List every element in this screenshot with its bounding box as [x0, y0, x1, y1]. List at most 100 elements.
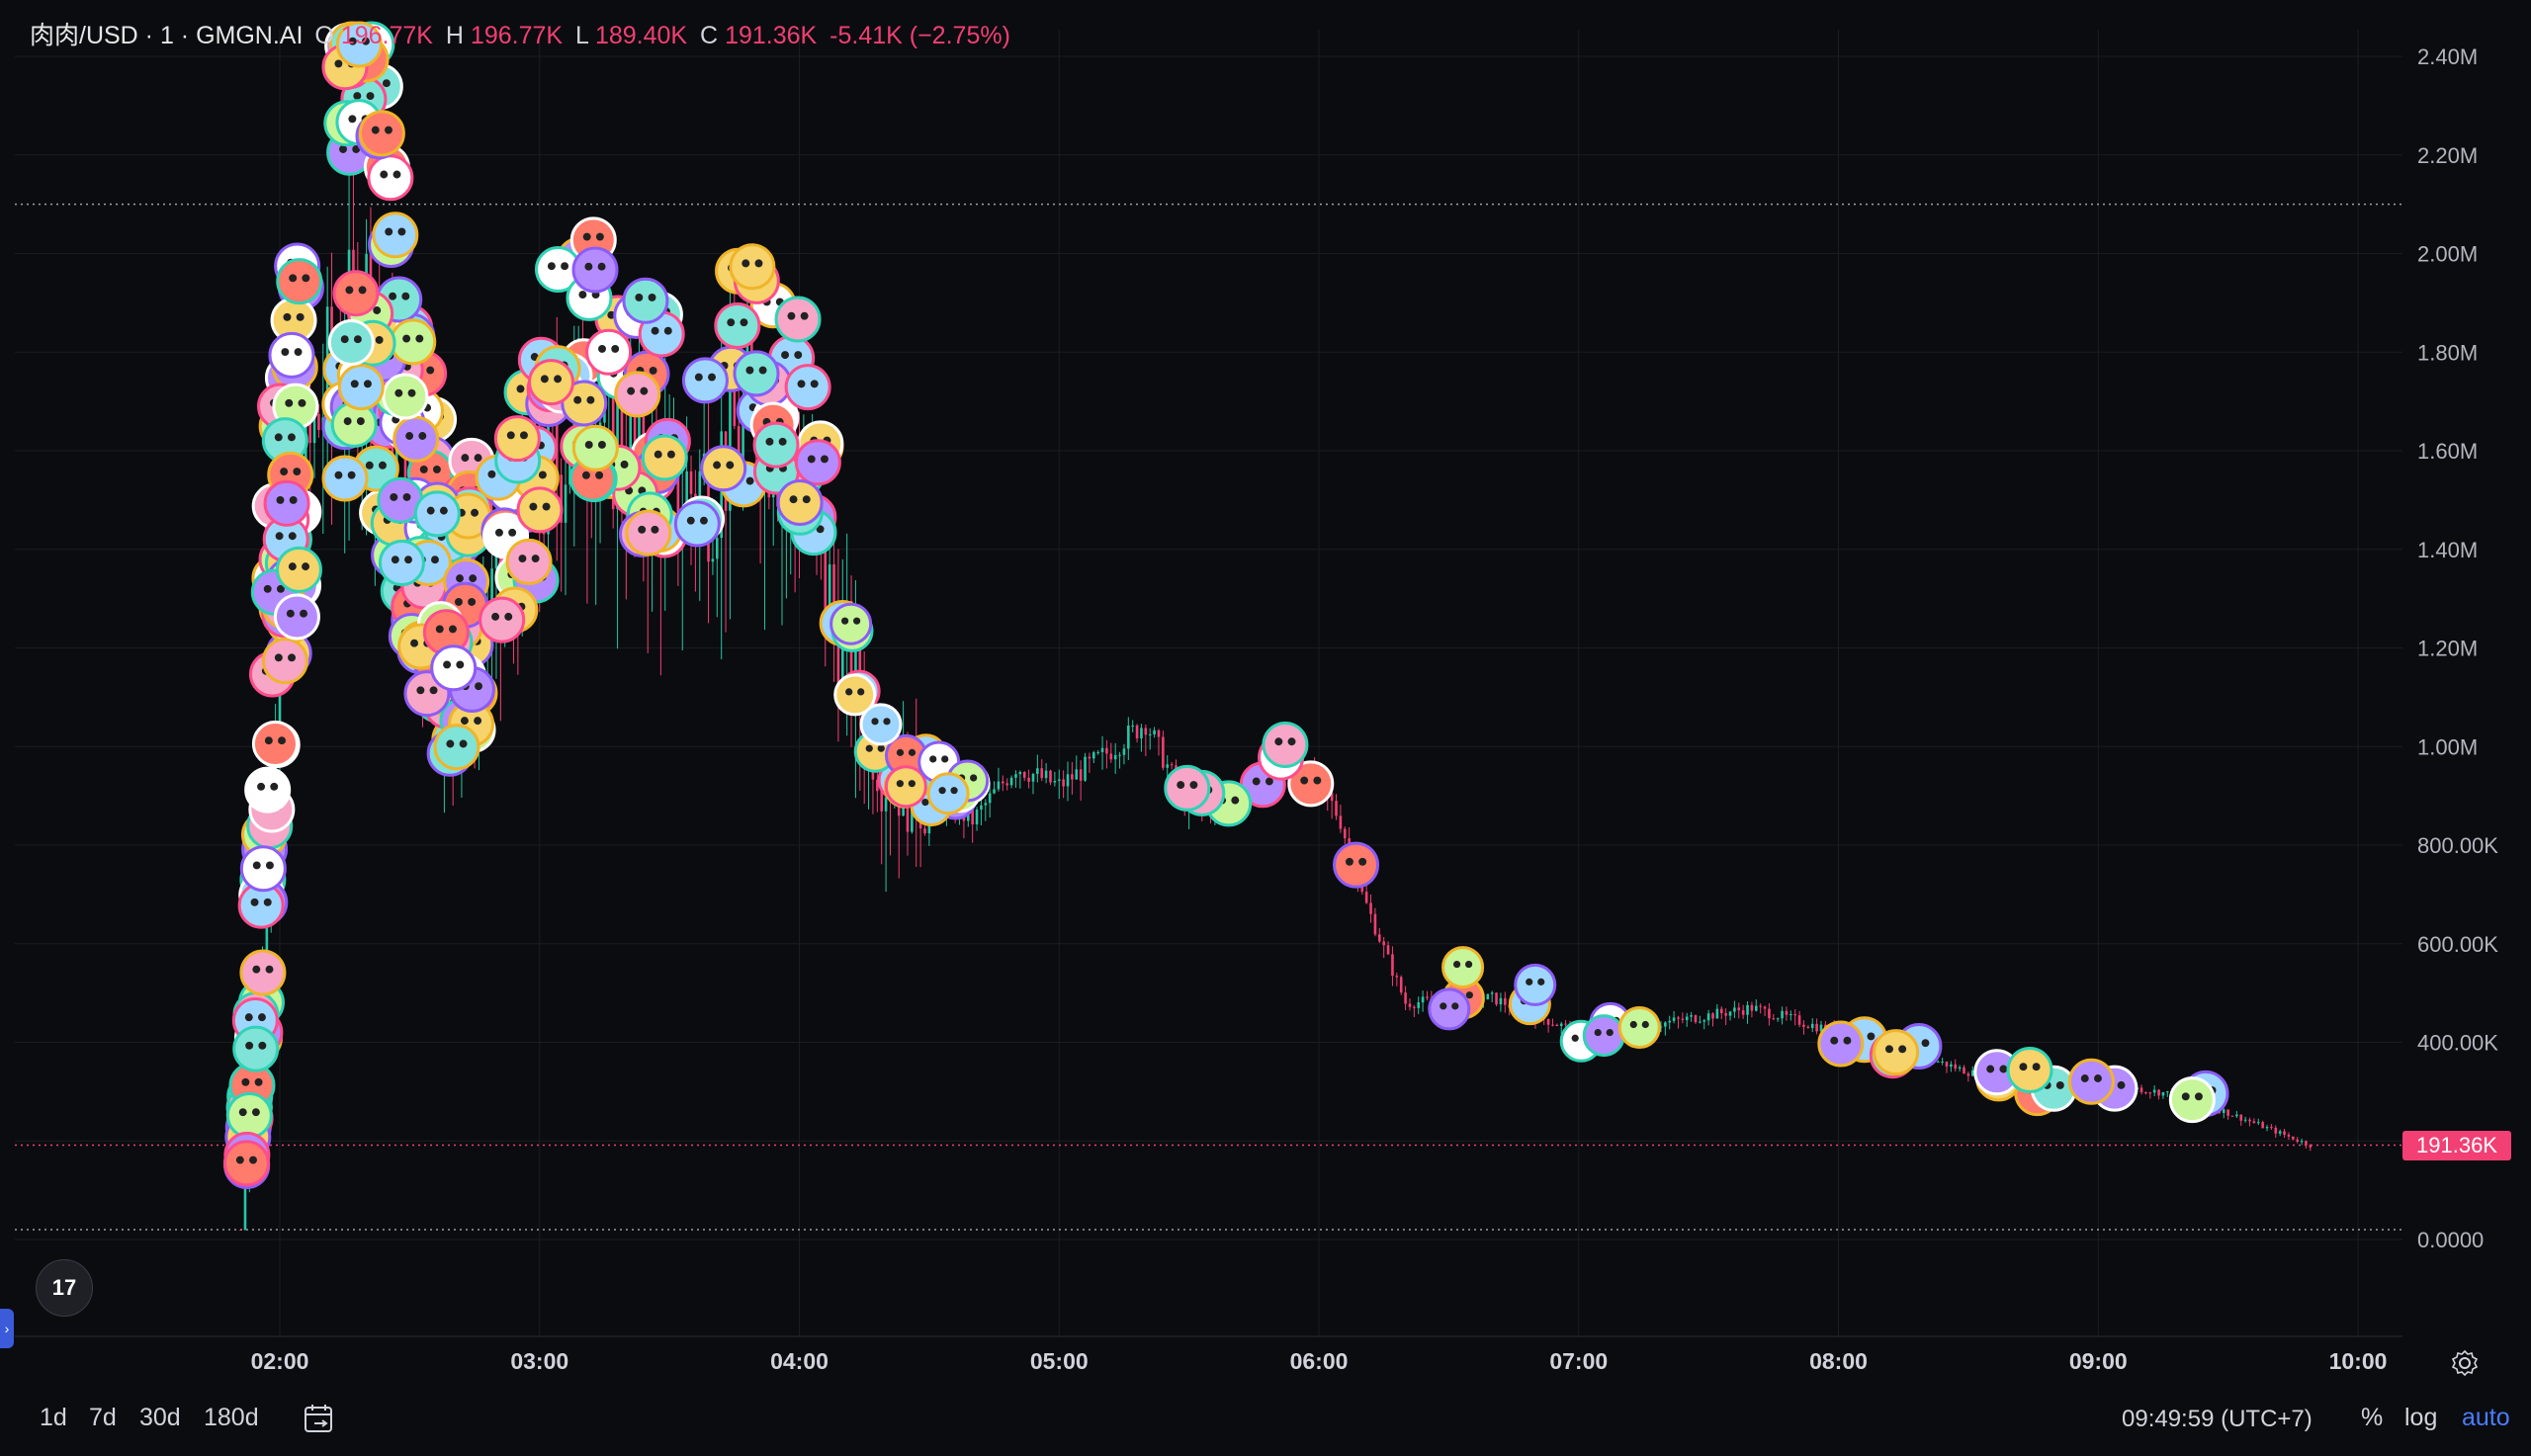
candle-body: [2152, 1089, 2156, 1093]
candle-body: [2139, 1087, 2143, 1093]
candle-body: [611, 351, 615, 510]
trader-avatar-marker: [2168, 1076, 2216, 1124]
candle-body: [1950, 1064, 1953, 1068]
trader-avatar-marker: [251, 720, 299, 767]
candle-body: [1564, 1023, 1567, 1025]
candle-body: [1685, 1016, 1689, 1020]
candle-body: [1733, 1007, 1736, 1012]
candle-body: [840, 622, 844, 696]
candle-body: [676, 434, 680, 538]
candle-body: [729, 359, 732, 511]
range-7d-button[interactable]: 7d: [89, 1404, 117, 1431]
candle-body: [1066, 774, 1070, 787]
y-axis: 0.0000 400.00K 600.00K 800.00K 1.00M 1.20M 1.4…: [2417, 44, 2498, 1252]
trader-avatar-marker: [833, 673, 877, 717]
candle-body: [1122, 748, 1126, 755]
candle-body: [1495, 992, 1498, 1005]
y-tick-label: 1.80M: [2417, 340, 2478, 365]
percent-toggle[interactable]: %: [2361, 1404, 2384, 1431]
trader-avatar-marker: [884, 765, 927, 809]
trader-avatar-marker: [263, 479, 310, 527]
trader-avatar-marker: [585, 328, 633, 376]
candle-body: [2278, 1131, 2282, 1134]
trader-avatar-marker: [493, 415, 541, 463]
candle-body: [980, 805, 983, 810]
candle-body: [689, 471, 693, 494]
candle-body: [832, 563, 835, 615]
symbol-title: 肉肉/USD · 1 · GMGN.AI: [30, 22, 304, 49]
y-tick-label: 2.00M: [2417, 242, 2478, 267]
open-value: 196.77K: [340, 22, 433, 49]
trader-avatar-marker: [784, 364, 831, 411]
gear-icon[interactable]: [2450, 1348, 2480, 1378]
candle-body: [312, 413, 316, 444]
candle-body: [742, 399, 744, 466]
open-key: O: [314, 22, 334, 49]
candle-body: [568, 461, 571, 485]
trader-avatar-marker: [422, 609, 470, 656]
auto-toggle[interactable]: auto: [2462, 1404, 2510, 1431]
trader-avatar-marker: [239, 845, 287, 893]
candle-body: [2252, 1121, 2256, 1123]
candle-body: [1958, 1067, 1962, 1070]
trader-avatar-marker: [516, 486, 564, 534]
candle-body: [1664, 1022, 1667, 1027]
candle-body: [1162, 736, 1165, 768]
side-panel-handle[interactable]: ›: [0, 1309, 14, 1348]
candle-body: [2261, 1122, 2264, 1129]
candle-body: [1776, 1018, 1780, 1020]
candle-body: [1135, 726, 1139, 739]
candle-body: [2144, 1092, 2147, 1094]
trader-avatar-marker: [1617, 1005, 1661, 1049]
candle-body: [984, 803, 988, 806]
candle-body: [1546, 1018, 1550, 1025]
trader-avatar-marker: [681, 357, 729, 404]
y-tick-label: 800.00K: [2417, 833, 2498, 858]
candle-body: [1711, 1013, 1714, 1019]
x-tick-label: 02:00: [251, 1348, 309, 1374]
trader-avatar-marker: [1164, 764, 1211, 812]
tradingview-logo[interactable]: 17: [36, 1259, 93, 1317]
x-tick-label: 03:00: [510, 1348, 568, 1374]
trader-avatar-marker: [571, 246, 619, 294]
range-180d-button[interactable]: 180d: [204, 1404, 259, 1431]
candle-body: [1421, 996, 1425, 1003]
candle-body: [1690, 1015, 1693, 1017]
log-toggle[interactable]: log: [2404, 1404, 2438, 1431]
candle-body: [2283, 1131, 2286, 1135]
trader-avatar-marker: [729, 243, 776, 291]
trader-avatar-marker: [774, 296, 822, 343]
candle-body: [1373, 913, 1377, 935]
candle-body: [1963, 1067, 1965, 1074]
candle-body: [1936, 1062, 1940, 1064]
candle-body: [564, 484, 567, 523]
candle-body: [1659, 1026, 1663, 1028]
range-1d-button[interactable]: 1d: [40, 1404, 67, 1431]
candle-body: [1741, 1010, 1745, 1015]
candle-body: [1970, 1070, 1974, 1076]
trader-avatar-marker: [276, 258, 323, 305]
candle-body: [1044, 770, 1048, 779]
candle-body: [1694, 1015, 1698, 1023]
calendar-icon[interactable]: [303, 1402, 336, 1435]
candle-body: [2157, 1089, 2160, 1096]
trader-avatar-marker: [859, 703, 903, 746]
candle-body: [1772, 1018, 1776, 1020]
candle-body: [1793, 1014, 1797, 1016]
candle-body: [1036, 768, 1039, 774]
x-tick-label: 10:00: [2329, 1348, 2388, 1374]
candle-body: [1728, 1011, 1732, 1016]
candle-body: [849, 600, 853, 707]
trader-avatar-marker: [332, 270, 380, 317]
candle-body: [1395, 976, 1399, 978]
candle-body: [317, 413, 320, 431]
candle-body: [1404, 992, 1407, 1004]
candle-body: [1382, 941, 1385, 946]
candle-body: [2230, 1115, 2234, 1117]
trader-avatar-marker: [829, 602, 873, 645]
candle-body: [1504, 997, 1507, 1005]
candle-body: [1941, 1061, 1944, 1063]
time-readout: 09:49:59 (UTC+7): [2122, 1406, 2313, 1432]
range-30d-button[interactable]: 30d: [139, 1404, 181, 1431]
